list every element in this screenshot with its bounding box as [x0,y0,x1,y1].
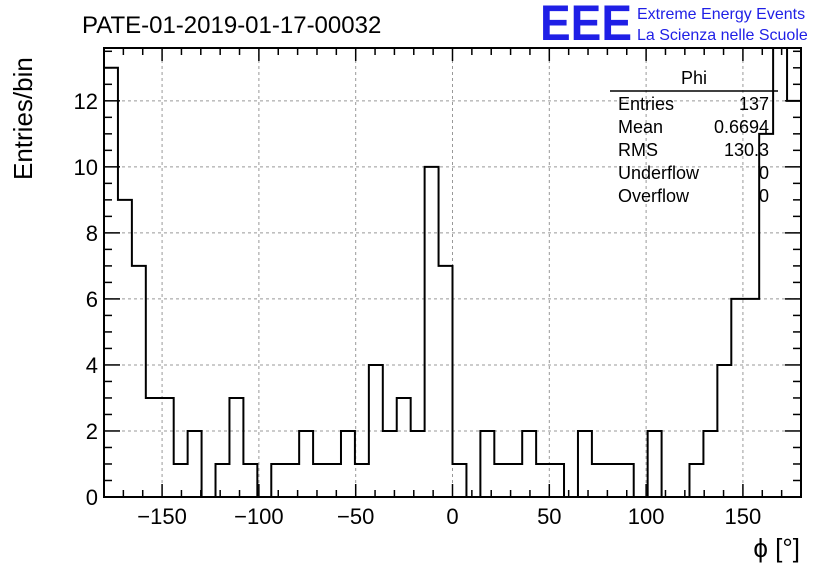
org-line-1: Extreme Energy Events [637,6,805,23]
histogram-bin-35 [592,464,606,497]
histogram-bin-14 [299,431,313,497]
y-tick-label-2: 4 [86,353,98,378]
stats-label-underflow: Underflow [618,163,700,183]
x-tick-label-3: 0 [446,504,458,529]
eee-logo-text: EEE [540,0,632,51]
plot-title: PATE-01-2019-01-17-00032 [82,12,381,39]
stats-value-rms: 130.3 [724,140,769,160]
histogram-bin-3 [146,398,160,497]
histogram-bin-48 [773,48,787,497]
y-tick-label-1: 2 [86,419,98,444]
histogram-bin-42 [689,464,703,497]
histogram-bin-20 [383,431,397,497]
histogram-bin-22 [411,431,425,497]
stats-label-entries: Entries [618,94,674,114]
stats-box-title: Phi [681,68,707,88]
stats-label-mean: Mean [618,117,663,137]
histogram-bin-9 [229,398,243,497]
x-tick-label-1: −100 [234,504,284,529]
stats-value-mean: 0.6694 [714,117,769,137]
org-line-2: La Scienza nelle Scuole [637,27,808,44]
axis-ticks [103,48,802,498]
x-tick-label-5: 100 [628,504,665,529]
histogram-bin-2 [132,266,146,497]
histogram-bin-8 [216,464,230,497]
x-tick-labels: −150 −100 −50 0 50 100 150 [137,504,761,529]
histogram-bin-39 [648,431,662,497]
histogram-bin-15 [313,464,327,497]
stats-box: Phi Entries 137 Mean 0.6694 RMS 130.3 Underflo… [610,68,778,206]
histogram-bin-21 [397,398,411,497]
x-tick-label-6: 150 [725,504,762,529]
x-axis-label: ϕ [°] [753,533,800,563]
histogram-bars [103,47,802,498]
histogram-bin-1 [118,200,132,497]
y-tick-label-3: 6 [86,287,98,312]
histogram-bin-34 [578,431,592,497]
stats-label-overflow: Overflow [618,186,690,206]
y-tick-label-0: 0 [86,485,98,510]
histogram-bin-31 [536,464,550,497]
stats-value-underflow: 0 [759,163,769,183]
y-tick-label-5: 10 [74,155,98,180]
histogram-bin-46 [745,299,759,497]
histogram-bin-25 [453,464,467,497]
x-tick-label-0: −150 [137,504,187,529]
histogram-bin-27 [480,431,494,497]
histogram-bin-30 [522,431,536,497]
eee-logo: EEE Extreme Energy Events La Scienza nel… [540,0,808,51]
x-tick-label-4: 50 [537,504,561,529]
stats-value-overflow: 0 [759,186,769,206]
histogram-bin-18 [355,464,369,497]
stats-value-entries: 137 [739,94,769,114]
histogram-bin-16 [327,464,341,497]
histogram-bin-5 [174,464,188,497]
x-tick-label-2: −50 [337,504,374,529]
histogram-outline [103,47,802,498]
stats-label-rms: RMS [618,140,658,160]
histogram-bin-43 [703,431,717,497]
y-tick-labels: 0 2 4 6 8 10 12 [74,89,98,510]
histogram-bin-32 [550,464,564,497]
y-axis-label: Entries/bin [8,57,38,180]
histogram-bin-17 [341,431,355,497]
stats-box-rows: Entries 137 Mean 0.6694 RMS 130.3 Underflow 0 Ov… [618,94,769,206]
histogram-bin-28 [494,464,508,497]
histogram-bin-23 [425,167,439,497]
y-tick-label-4: 8 [86,221,98,246]
histogram-bin-6 [188,431,202,497]
histogram-bin-24 [439,266,453,497]
histogram-bin-10 [243,464,257,497]
y-tick-label-6: 12 [74,89,98,114]
